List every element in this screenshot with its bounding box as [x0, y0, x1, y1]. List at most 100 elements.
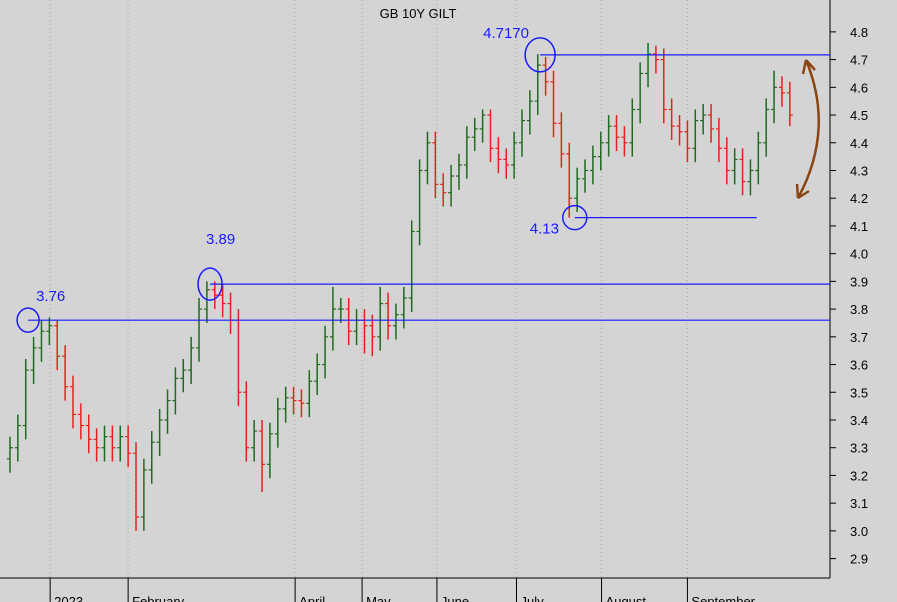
arrow-head-top — [801, 59, 816, 75]
ohlc-bar — [282, 386, 289, 423]
y-tick-label: 3.7 — [850, 330, 868, 345]
ohlc-bar — [251, 419, 258, 462]
ohlc-bar — [558, 112, 565, 168]
ohlc-bar — [369, 314, 376, 357]
y-tick-label: 3.0 — [850, 524, 868, 539]
ohlc-bar — [38, 320, 45, 362]
ohlc-bar — [314, 353, 321, 396]
ohlc-bar — [54, 320, 61, 371]
y-tick-label: 3.5 — [850, 385, 868, 400]
y-tick-label: 4.8 — [850, 25, 868, 40]
ohlc-bar — [589, 145, 596, 185]
ohlc-bar — [93, 428, 100, 462]
ohlc-bar — [708, 103, 715, 143]
x-tick-label: July — [520, 594, 544, 602]
ohlc-bar — [613, 115, 620, 152]
ohlc-bar — [518, 109, 525, 157]
ohlc-bar — [479, 109, 486, 143]
x-tick-label: May — [366, 594, 391, 602]
y-tick-label: 4.4 — [850, 136, 868, 151]
ohlc-bar — [771, 70, 778, 124]
level-circle — [197, 267, 223, 301]
ohlc-bar — [77, 403, 84, 440]
ohlc-bar — [345, 298, 352, 346]
ohlc-bar — [85, 414, 92, 454]
y-tick-label: 4.6 — [850, 80, 868, 95]
ohlc-bar — [62, 345, 69, 401]
ohlc-bar — [692, 109, 699, 163]
ohlc-bar — [652, 45, 659, 74]
y-tick-label: 3.1 — [850, 496, 868, 511]
ohlc-bar — [432, 131, 439, 199]
ohlc-bar — [763, 98, 770, 157]
ohlc-bar — [448, 164, 455, 207]
ohlc-bar — [180, 358, 187, 393]
ohlc-bar — [274, 397, 281, 448]
y-tick-label: 4.3 — [850, 163, 868, 178]
ohlc-bar — [290, 386, 297, 415]
ohlc-bar — [46, 317, 53, 346]
y-tick-label: 4.2 — [850, 191, 868, 206]
ohlc-bar — [778, 76, 785, 107]
ohlc-bar — [605, 115, 612, 157]
ohlc-bar — [109, 425, 116, 462]
y-tick-label: 3.8 — [850, 302, 868, 317]
ohlc-bar — [534, 54, 541, 116]
ohlc-bar — [786, 81, 793, 127]
ohlc-bar — [22, 358, 29, 440]
y-tick-label: 3.6 — [850, 358, 868, 373]
ohlc-bar — [566, 142, 573, 218]
ohlc-bar — [30, 336, 37, 384]
ohlc-bar — [306, 370, 313, 418]
level-circle — [562, 204, 588, 231]
level-label: 3.89 — [206, 231, 235, 248]
x-tick-label: September — [691, 594, 755, 602]
ohlc-bar — [637, 62, 644, 124]
ohlc-bar — [400, 286, 407, 329]
ohlc-bar — [511, 131, 518, 179]
y-tick-label: 4.1 — [850, 219, 868, 234]
x-tick-label: August — [606, 594, 647, 602]
y-tick-label: 2.9 — [850, 552, 868, 567]
ohlc-bar — [133, 442, 140, 531]
level-label: 4.13 — [530, 221, 559, 238]
y-tick-label: 3.2 — [850, 468, 868, 483]
ohlc-bar — [337, 298, 344, 323]
level-label: 4.7170 — [483, 25, 529, 42]
ohlc-bar — [700, 103, 707, 135]
ohlc-bar — [668, 98, 675, 140]
ohlc-bar — [125, 425, 132, 468]
ohlc-bar — [731, 148, 738, 185]
ohlc-bar — [471, 117, 478, 152]
level-circle — [16, 307, 40, 333]
ohlc-bar — [172, 367, 179, 415]
x-tick-label: February — [132, 594, 185, 602]
arrow-curve — [796, 59, 820, 199]
ohlc-bar — [259, 419, 266, 493]
ohlc-bar — [542, 56, 549, 96]
ohlc-bar — [298, 389, 305, 418]
ohlc-bar — [140, 458, 147, 531]
level-label: 3.76 — [36, 288, 65, 305]
ohlc-bar — [211, 281, 218, 310]
ohlc-bar — [645, 42, 652, 88]
ohlc-bar — [574, 167, 581, 213]
ohlc-bar — [101, 425, 108, 462]
y-tick-label: 3.3 — [850, 441, 868, 456]
ohlc-bar — [660, 48, 667, 124]
ohlc-bar — [526, 90, 533, 135]
y-tick-label: 4.5 — [850, 108, 868, 123]
ohlc-bar — [495, 137, 502, 174]
ohlc-bar — [385, 292, 392, 340]
ohlc-bar — [148, 431, 155, 484]
ohlc-bar — [550, 70, 557, 138]
ohlc-bar — [266, 422, 273, 479]
arrow-head-bottom — [795, 183, 810, 200]
ohlc-bar — [392, 303, 399, 340]
ohlc-bar — [69, 375, 76, 429]
ohlc-bar — [408, 220, 415, 312]
ohlc-bar — [582, 159, 589, 193]
ohlc-bar — [329, 286, 336, 351]
